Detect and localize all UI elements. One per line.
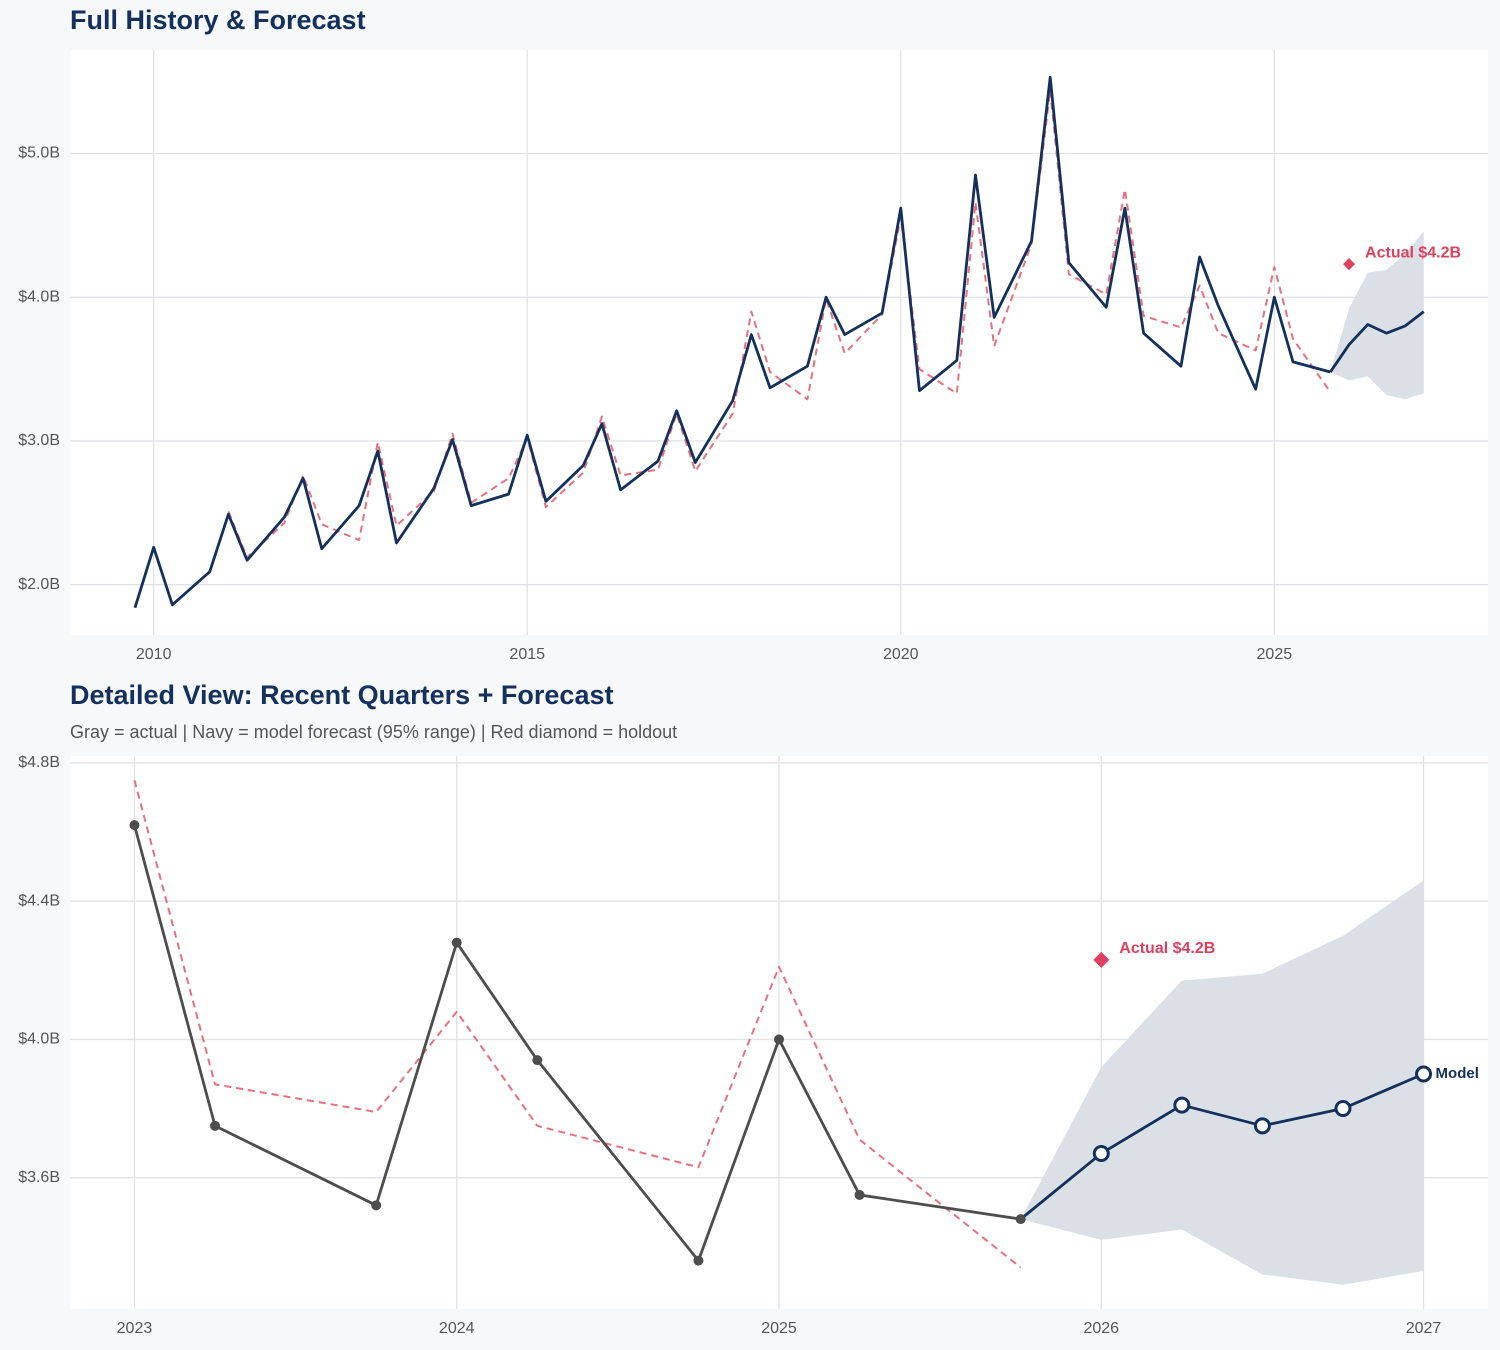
x-tick-label: 2010 xyxy=(136,646,172,663)
point xyxy=(129,820,140,831)
holdout-label: Actual $4.2B xyxy=(1365,244,1461,261)
y-tick-label: $4.4B xyxy=(18,892,60,909)
point xyxy=(1015,1214,1026,1225)
forecast-band xyxy=(1330,231,1424,400)
y-tick-label: $4.0B xyxy=(18,1031,60,1048)
point xyxy=(1092,1144,1110,1162)
series-line xyxy=(133,75,1331,609)
x-tick-label: 2027 xyxy=(1406,1320,1442,1337)
fitted-line xyxy=(133,779,1022,1269)
point xyxy=(532,1055,543,1066)
point xyxy=(1334,1100,1352,1118)
x-tick-label: 2015 xyxy=(509,646,545,663)
fitted-line xyxy=(227,89,1332,559)
point xyxy=(1253,1117,1271,1135)
x-tick-label: 2026 xyxy=(1083,1320,1119,1337)
x-tick-label: 2020 xyxy=(883,646,919,663)
y-tick-label: $5.0B xyxy=(18,145,60,162)
holdout-marker xyxy=(1093,951,1110,968)
point xyxy=(210,1120,221,1131)
holdout-marker xyxy=(1343,258,1356,271)
series-end-label: Model xyxy=(1436,1065,1479,1082)
x-tick-label: 2025 xyxy=(1257,646,1293,663)
chart-subtitle: Gray = actual | Navy = model forecast (9… xyxy=(70,722,677,742)
x-tick-label: 2024 xyxy=(439,1320,475,1337)
point xyxy=(451,937,462,948)
x-tick-label: 2023 xyxy=(117,1320,153,1337)
y-tick-label: $3.0B xyxy=(18,432,60,449)
point xyxy=(1173,1096,1191,1114)
forecast-band xyxy=(1020,880,1424,1285)
point xyxy=(854,1189,865,1200)
plot-area xyxy=(70,50,1488,635)
y-tick-label: $3.6B xyxy=(18,1169,60,1186)
series-line xyxy=(1019,1072,1425,1221)
point xyxy=(1415,1065,1433,1083)
point xyxy=(774,1034,784,1045)
y-tick-label: $4.8B xyxy=(18,754,60,771)
x-tick-label: 2025 xyxy=(761,1320,797,1337)
chart-title: Detailed View: Recent Quarters + Forecas… xyxy=(70,680,613,710)
holdout-label: Actual $4.2B xyxy=(1119,940,1215,957)
chart-title: Full History & Forecast xyxy=(70,5,366,35)
point xyxy=(693,1255,704,1266)
y-tick-label: $4.0B xyxy=(18,288,60,305)
series-line xyxy=(1329,310,1425,373)
point xyxy=(371,1200,382,1211)
y-tick-label: $2.0B xyxy=(18,576,60,593)
